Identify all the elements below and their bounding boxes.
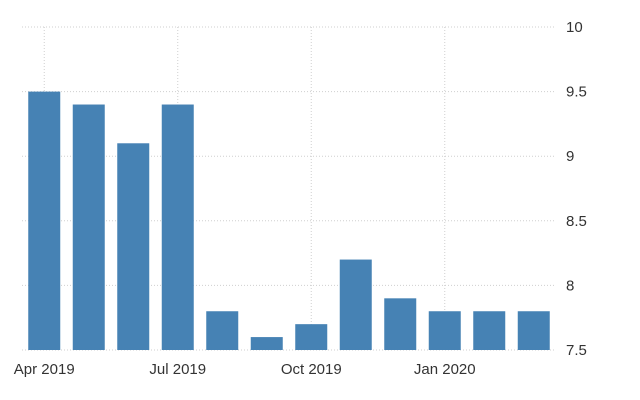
bars — [28, 91, 550, 351]
bar — [473, 311, 506, 350]
y-tick-label: 8 — [566, 277, 574, 294]
y-tick-label: 9.5 — [566, 84, 587, 101]
bar — [28, 91, 61, 350]
y-tick-label: 9 — [566, 148, 574, 165]
bar — [161, 104, 194, 351]
grid-lines — [22, 26, 556, 351]
bar — [295, 324, 328, 350]
y-tick-label: 7.5 — [566, 342, 587, 359]
x-tick-label: Jan 2020 — [414, 361, 476, 378]
bar — [250, 337, 283, 350]
y-axis-ticks: 7.5 8 8.5 9 9.5 10 — [566, 19, 587, 359]
y-tick-label: 10 — [566, 19, 583, 36]
bar — [428, 311, 461, 350]
bar — [339, 259, 372, 350]
x-tick-label: Oct 2019 — [281, 361, 342, 378]
y-tick-label: 8.5 — [566, 213, 587, 230]
x-axis-ticks: Apr 2019 Jul 2019 Oct 2019 Jan 2020 — [14, 361, 476, 378]
bar — [117, 143, 150, 350]
x-tick-label: Apr 2019 — [14, 361, 75, 378]
x-tick-label: Jul 2019 — [149, 361, 206, 378]
bar — [206, 311, 239, 350]
bar — [384, 298, 417, 350]
bar — [72, 104, 105, 351]
bar — [517, 311, 550, 350]
